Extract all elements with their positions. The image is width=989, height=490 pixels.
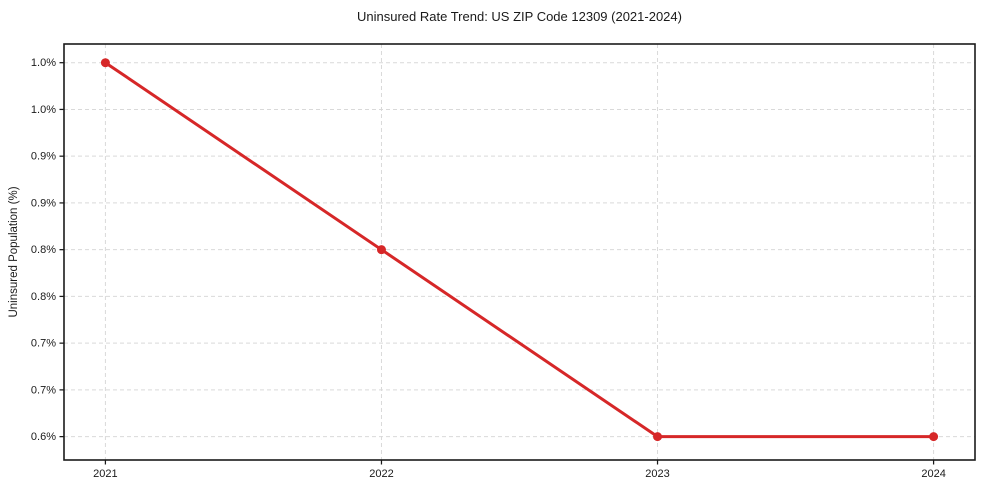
- y-tick-label: 1.0%: [31, 57, 56, 69]
- y-tick-label: 0.9%: [31, 197, 56, 209]
- data-point-marker: [929, 432, 939, 442]
- y-tick-label: 0.7%: [31, 338, 56, 350]
- chart-title: Uninsured Rate Trend: US ZIP Code 12309 …: [357, 9, 682, 24]
- data-point-marker: [653, 432, 663, 442]
- y-tick-label: 0.7%: [31, 384, 56, 396]
- plot-border: [63, 43, 976, 461]
- y-tick-label: 0.8%: [31, 291, 56, 303]
- y-tick-label: 0.8%: [31, 244, 56, 256]
- x-tick-label: 2021: [93, 468, 117, 480]
- y-tick-label: 0.6%: [31, 431, 56, 443]
- x-tick-label: 2022: [369, 468, 393, 480]
- x-tick-label: 2024: [921, 468, 945, 480]
- trend-line: [103, 61, 936, 439]
- data-point-marker: [100, 58, 110, 68]
- x-tick-label: 2023: [645, 468, 669, 480]
- y-tick-label: 0.9%: [31, 151, 56, 163]
- data-point-marker: [376, 245, 386, 255]
- y-tick-label: 1.0%: [31, 104, 56, 116]
